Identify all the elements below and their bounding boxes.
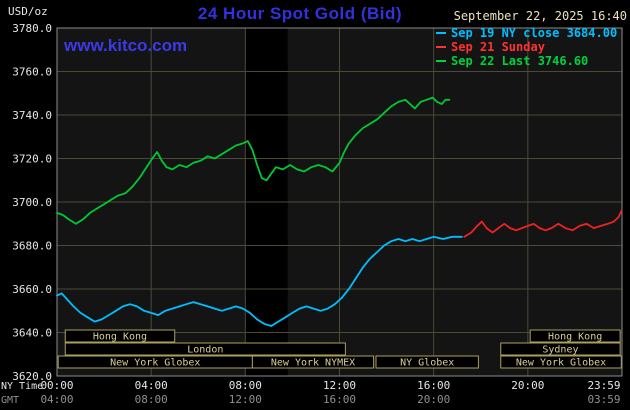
session-band-box (500, 355, 622, 369)
session-band-label: New York Globex (516, 358, 606, 369)
x-axis-tick-ny: 16:00 (417, 379, 450, 392)
chart-title: 24 Hour Spot Gold (Bid) (197, 4, 403, 23)
legend: Sep 19 NY close 3684.00 Sep 21 Sunday Se… (436, 26, 617, 68)
legend-label: Sep 21 Sunday (451, 40, 545, 54)
legend-item-sep21: Sep 21 Sunday (436, 40, 617, 54)
session-band-label: Hong Kong (93, 332, 147, 343)
y-axis-tick-label: 3740.0 (12, 109, 52, 122)
x-axis-tick-gmt: 03:59 (587, 393, 620, 406)
x-axis-tick-ny: 23:59 (587, 379, 620, 392)
chart-timestamp: September 22, 2025 16:40 (453, 9, 627, 23)
session-band-label: New York Globex (110, 358, 200, 369)
y-axis-tick-label: 3700.0 (12, 196, 52, 209)
plot-border (56, 27, 623, 377)
session-band-label: London (187, 345, 223, 356)
x-axis-tick-ny: 04:00 (135, 379, 168, 392)
legend-dash-icon (436, 32, 446, 34)
x-axis-tick-gmt: 16:00 (323, 393, 356, 406)
session-band-box (64, 342, 346, 356)
legend-label: Sep 19 NY close 3684.00 (451, 26, 618, 40)
x-axis-tick-gmt: 04:00 (40, 393, 73, 406)
x-axis-tick-gmt: 20:00 (417, 393, 450, 406)
price-line-sep-22-last (56, 96, 451, 225)
y-axis-tick-label: 3720.0 (12, 153, 52, 166)
session-band-box (251, 355, 375, 369)
kitco-watermark-link[interactable]: www.kitco.com (64, 36, 188, 55)
session-band-box (375, 355, 479, 369)
y-axis-unit-label: USD/oz (8, 5, 48, 18)
x-axis-ny-label: NY Time (1, 381, 43, 392)
price-line-sep-19-ny-close (56, 235, 463, 327)
session-band-label: NY Globex (400, 358, 454, 369)
x-axis-gmt-label: GMT (1, 395, 19, 406)
session-band-box (529, 329, 621, 343)
legend-item-sep22: Sep 22 Last 3746.60 (436, 54, 617, 68)
legend-item-sep19: Sep 19 NY close 3684.00 (436, 26, 617, 40)
session-band-label: New York NYMEX (271, 358, 355, 369)
x-axis-tick-ny: 20:00 (511, 379, 544, 392)
x-axis-tick-ny: 12:00 (323, 379, 356, 392)
x-axis-tick-ny: 00:00 (40, 379, 73, 392)
legend-label: Sep 22 Last 3746.60 (451, 54, 589, 68)
price-line-sep-21-sunday (463, 209, 623, 238)
x-axis-tick-gmt: 08:00 (135, 393, 168, 406)
x-axis-tick-gmt: 12:00 (229, 393, 262, 406)
y-axis-tick-label: 3660.0 (12, 283, 52, 296)
session-band-label: Sydney (542, 345, 578, 356)
x-axis-tick-ny: 08:00 (229, 379, 262, 392)
legend-dash-icon (436, 60, 446, 62)
y-axis-tick-label: 3620.0 (12, 370, 52, 383)
session-band-box (500, 342, 621, 356)
y-axis-tick-label: 3680.0 (12, 240, 52, 253)
legend-dash-icon (436, 46, 446, 48)
session-band-box (64, 329, 176, 343)
y-axis-tick-label: 3760.0 (12, 66, 52, 79)
session-band-label: Hong Kong (548, 332, 602, 343)
y-axis-tick-label: 3780.0 (12, 22, 52, 35)
y-axis-tick-label: 3640.0 (12, 327, 52, 340)
